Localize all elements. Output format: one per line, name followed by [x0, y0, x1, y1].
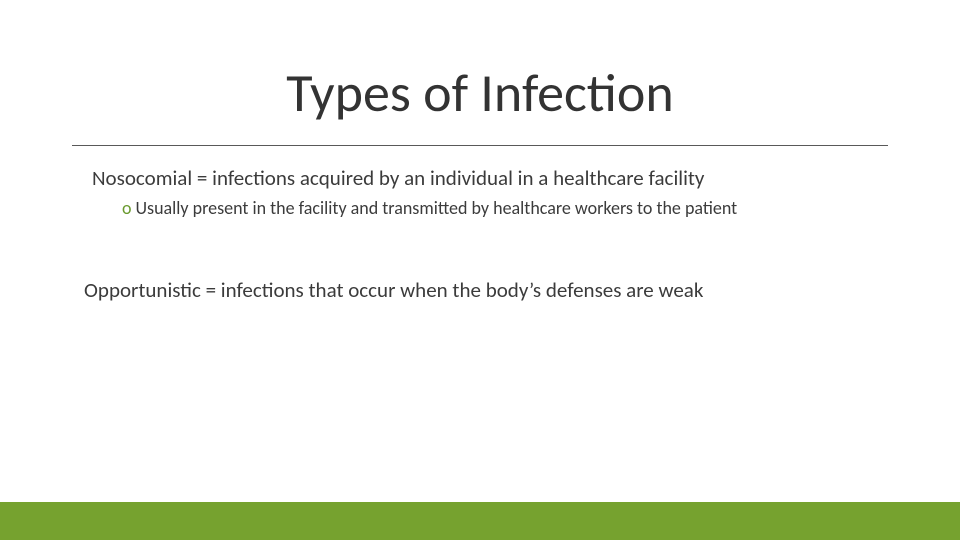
nosocomial-subpoint: oUsually present in the facility and tra…: [92, 197, 880, 219]
footer-accent-bar: [0, 502, 960, 540]
slide-title: Types of Infection: [286, 60, 673, 126]
title-underline: [72, 145, 888, 146]
nosocomial-subpoint-text: Usually present in the facility and tran…: [136, 197, 738, 219]
nosocomial-definition: Nosocomial = infections acquired by an i…: [92, 165, 880, 191]
body-text: Nosocomial = infections acquired by an i…: [92, 165, 880, 303]
opportunistic-definition: Opportunistic = infections that occur wh…: [84, 277, 880, 303]
slide: Types of Infection Nosocomial = infectio…: [0, 0, 960, 540]
title-area: Types of Infection: [0, 60, 960, 126]
circle-bullet-icon: o: [122, 197, 132, 219]
